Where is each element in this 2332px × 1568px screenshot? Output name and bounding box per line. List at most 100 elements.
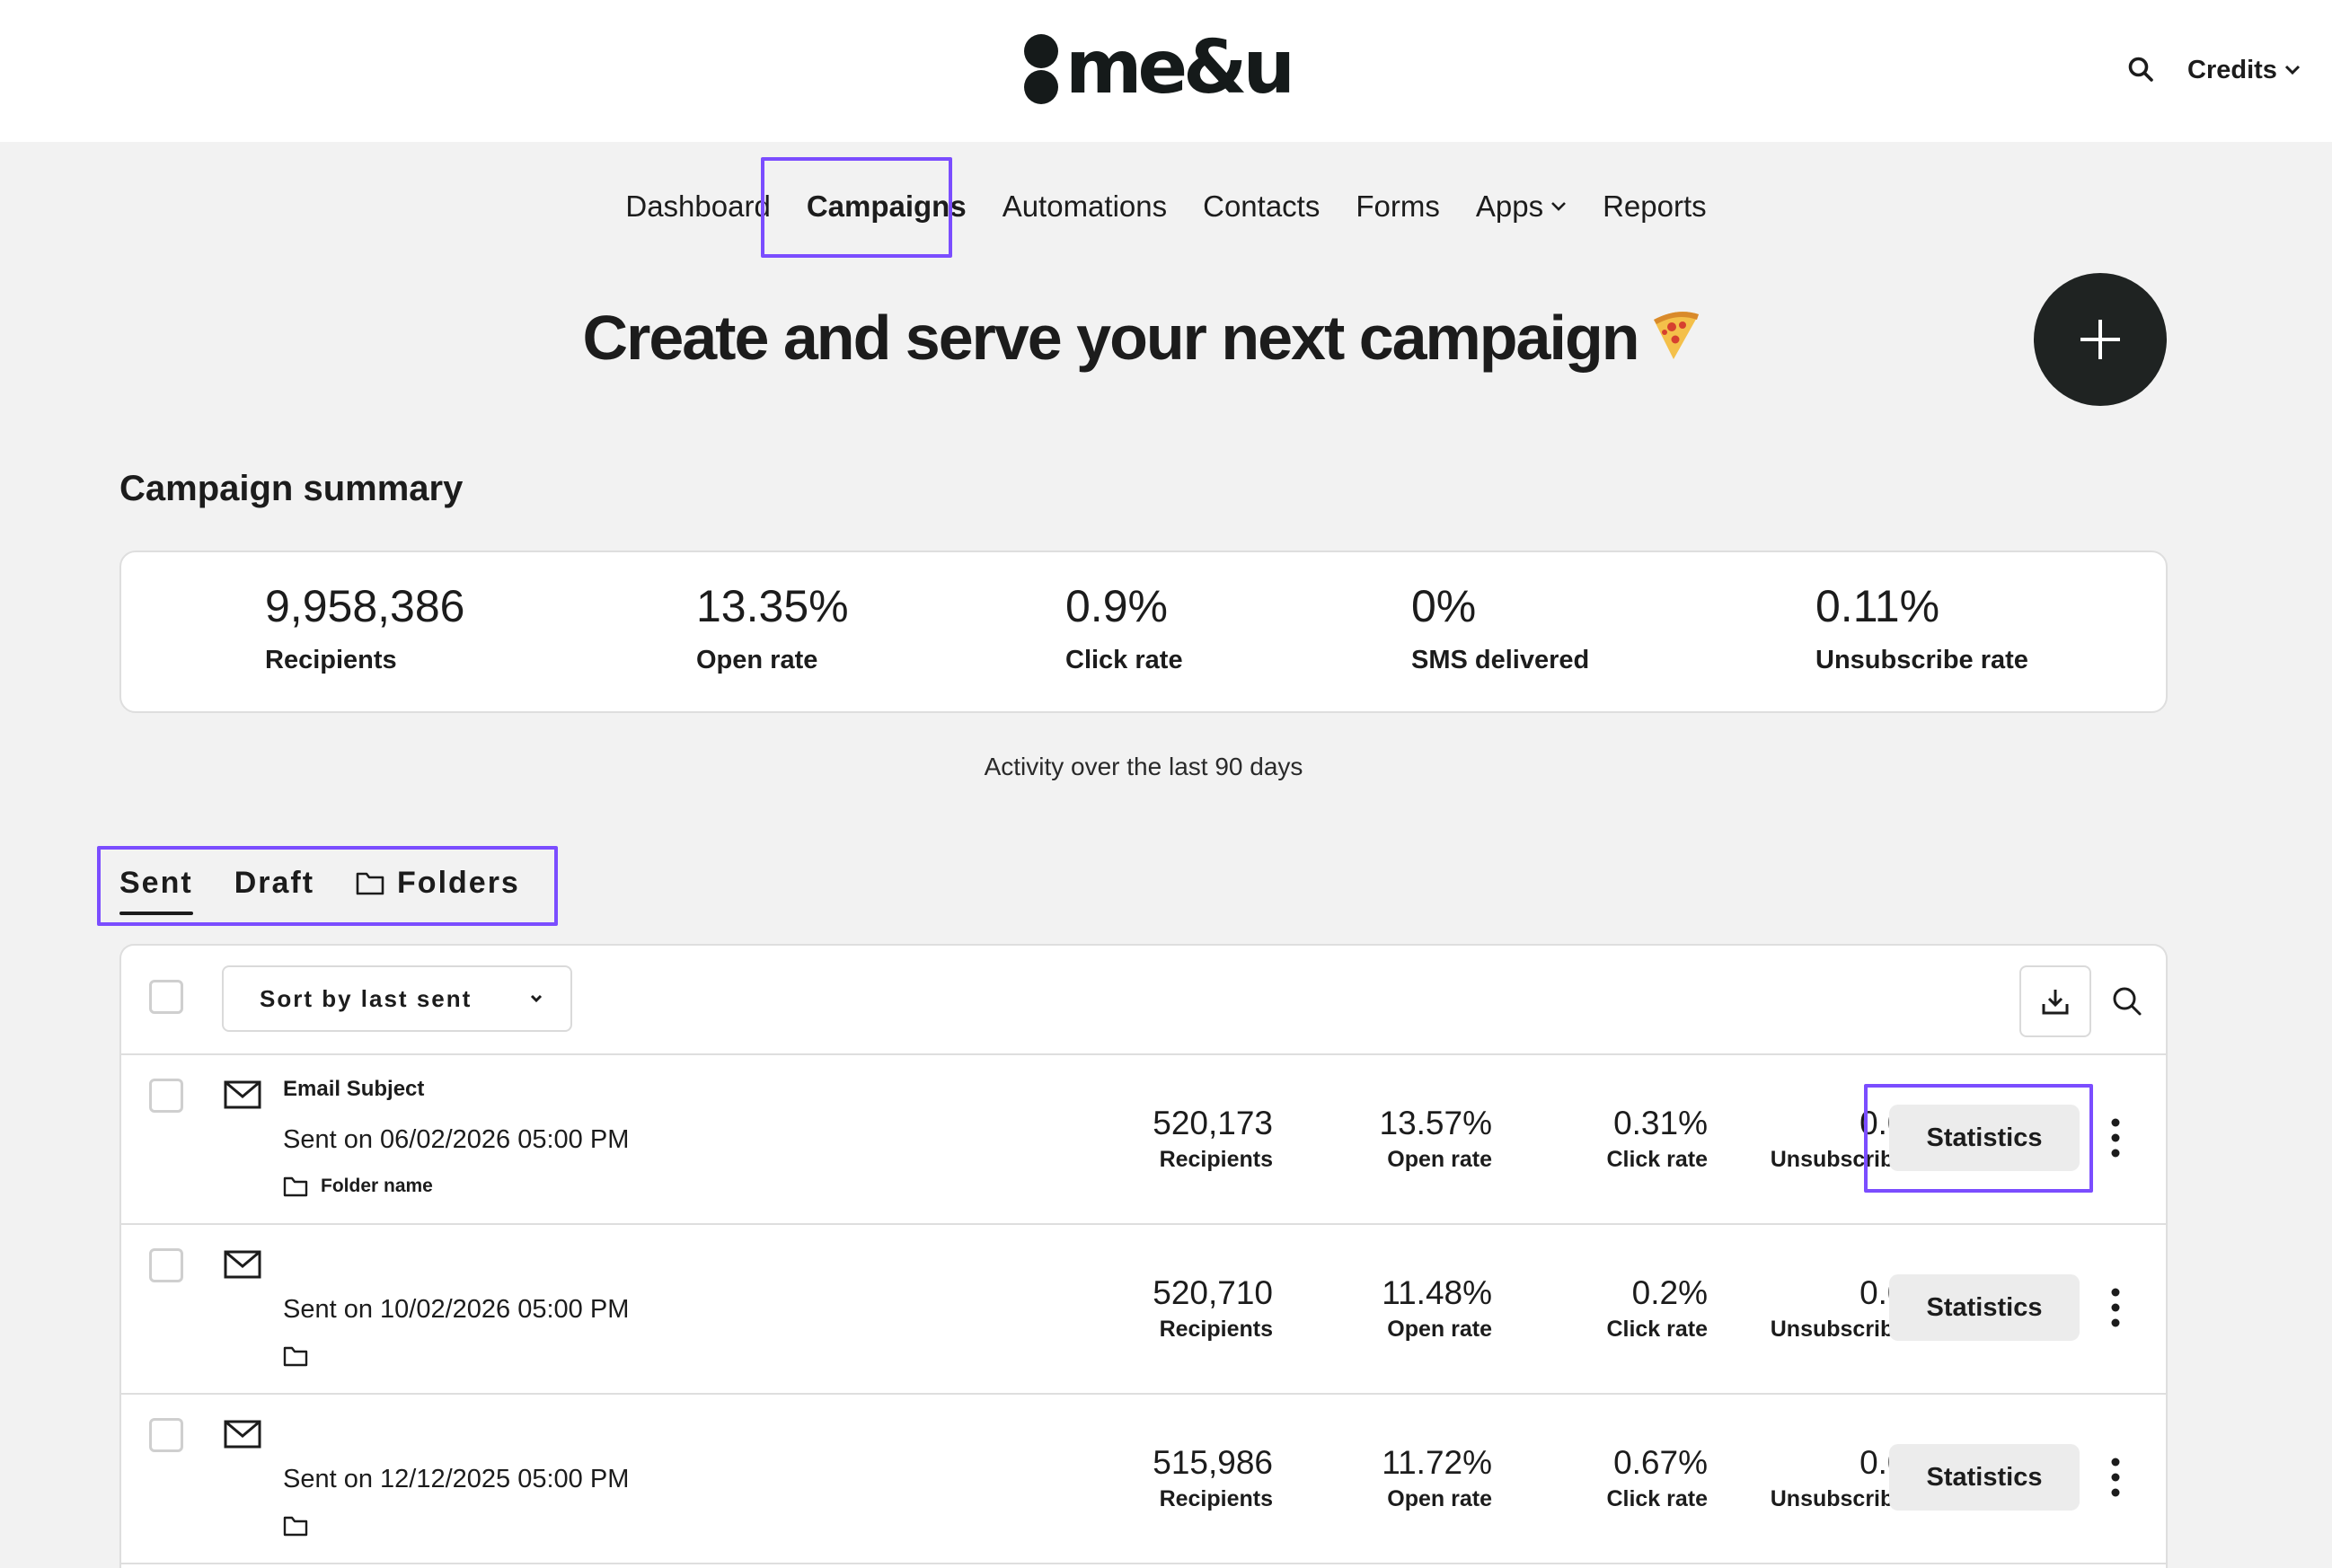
tab-folders[interactable]: Folders bbox=[356, 866, 520, 901]
row-click-rate: 0.67% Click rate bbox=[1501, 1443, 1708, 1512]
tab-draft[interactable]: Draft bbox=[234, 865, 315, 900]
mail-icon bbox=[224, 1250, 261, 1279]
metric-value: 0.31% bbox=[1613, 1105, 1708, 1141]
row-checkbox[interactable] bbox=[149, 1418, 183, 1452]
summary-stat-recipients: 9,958,386 Recipients bbox=[265, 579, 464, 675]
search-icon[interactable] bbox=[2127, 56, 2154, 83]
chevron-down-icon bbox=[1551, 202, 1566, 211]
tab-sent[interactable]: Sent bbox=[119, 865, 193, 915]
metric-label: Open rate bbox=[1387, 1317, 1492, 1342]
metric-label: Click rate bbox=[1606, 1486, 1708, 1511]
more-options-icon[interactable] bbox=[2107, 1116, 2124, 1159]
stat-value: 9,958,386 bbox=[265, 581, 465, 631]
stat-value: 13.35% bbox=[696, 581, 849, 631]
nav-forms[interactable]: Forms bbox=[1356, 189, 1440, 223]
metric-value: 11.72% bbox=[1382, 1444, 1492, 1481]
nav-automations[interactable]: Automations bbox=[1002, 189, 1168, 223]
metric-value: 520,710 bbox=[1153, 1274, 1273, 1311]
metric-value: 0.67% bbox=[1613, 1444, 1708, 1481]
nav-contacts[interactable]: Contacts bbox=[1203, 189, 1321, 223]
metric-label: Recipients bbox=[1159, 1317, 1273, 1342]
row-open-rate: 11.72% Open rate bbox=[1285, 1443, 1492, 1512]
stat-label: Unsubscribe rate bbox=[1815, 646, 2028, 674]
metric-label: Open rate bbox=[1387, 1486, 1492, 1511]
row-open-rate: 13.57% Open rate bbox=[1285, 1104, 1493, 1173]
sort-dropdown[interactable]: Sort by last sent bbox=[222, 965, 572, 1032]
mail-icon bbox=[224, 1420, 261, 1449]
row-recipients: 520,173 Recipients bbox=[1064, 1104, 1273, 1173]
email-subject: Email Subject bbox=[283, 1077, 425, 1101]
campaign-list: Sort by last sent Email Subject bbox=[119, 944, 2168, 1568]
folder-icon bbox=[283, 1346, 308, 1367]
stat-label: Click rate bbox=[1065, 646, 1183, 674]
statistics-button[interactable]: Statistics bbox=[1889, 1274, 2080, 1341]
stat-value: 0.9% bbox=[1065, 581, 1168, 631]
campaign-row[interactable]: Sent on 12/12/2025 05:00 PM 515,986 Reci… bbox=[121, 1395, 2166, 1564]
download-icon bbox=[2042, 990, 2069, 1015]
nav-reports[interactable]: Reports bbox=[1603, 189, 1707, 223]
row-folder: Folder name bbox=[283, 1176, 433, 1197]
metric-label: Open rate bbox=[1387, 1147, 1492, 1172]
metric-value: 11.48% bbox=[1382, 1274, 1492, 1311]
chevron-down-icon bbox=[530, 994, 543, 1003]
main-nav: Dashboard Campaigns Automations Contacts… bbox=[0, 187, 2332, 226]
select-all-checkbox[interactable] bbox=[149, 980, 183, 1014]
sort-label: Sort by last sent bbox=[260, 984, 473, 1012]
row-click-rate: 0.31% Click rate bbox=[1501, 1104, 1708, 1173]
logo-mark bbox=[1024, 29, 1060, 108]
metric-label: Recipients bbox=[1159, 1147, 1273, 1172]
nav-dashboard[interactable]: Dashboard bbox=[625, 189, 771, 223]
pizza-icon bbox=[1647, 305, 1704, 363]
more-options-icon[interactable] bbox=[2107, 1286, 2124, 1329]
sent-date: Sent on 06/02/2026 05:00 PM bbox=[283, 1125, 630, 1154]
campaign-row[interactable]: Email Subject Sent on 06/02/2026 05:00 P… bbox=[121, 1055, 2166, 1225]
row-recipients: 515,986 Recipients bbox=[1064, 1443, 1273, 1512]
statistics-button[interactable]: Statistics bbox=[1889, 1105, 2080, 1171]
row-checkbox[interactable] bbox=[149, 1248, 183, 1282]
folder-icon bbox=[356, 872, 384, 895]
stat-label: Recipients bbox=[265, 646, 397, 674]
credits-label: Credits bbox=[2187, 55, 2277, 84]
summary-stat-open-rate: 13.35% Open rate bbox=[696, 579, 849, 675]
summary-stat-unsubscribe-rate: 0.11% Unsubscribe rate bbox=[1815, 579, 2028, 675]
sent-date: Sent on 12/12/2025 05:00 PM bbox=[283, 1465, 630, 1493]
nav-campaigns[interactable]: Campaigns bbox=[806, 189, 967, 223]
nav-apps[interactable]: Apps bbox=[1458, 187, 1585, 226]
summary-stat-click-rate: 0.9% Click rate bbox=[1065, 579, 1183, 675]
summary-card: 9,958,386 Recipients 13.35% Open rate 0.… bbox=[119, 551, 2168, 713]
page-title-text: Create and serve your next campaign bbox=[582, 303, 1640, 373]
stat-value: 0.11% bbox=[1815, 581, 1940, 631]
folder-icon bbox=[283, 1176, 308, 1197]
list-toolbar: Sort by last sent bbox=[121, 946, 2166, 1055]
activity-note: Activity over the last 90 days bbox=[984, 753, 1303, 780]
row-open-rate: 11.48% Open rate bbox=[1285, 1273, 1492, 1343]
statistics-button[interactable]: Statistics bbox=[1889, 1444, 2080, 1511]
summary-stat-sms-delivered: 0% SMS delivered bbox=[1411, 579, 1589, 675]
row-checkbox[interactable] bbox=[149, 1079, 183, 1113]
stat-label: SMS delivered bbox=[1411, 646, 1590, 674]
logo-text: me&u bbox=[1065, 25, 1295, 110]
metric-label: Recipients bbox=[1159, 1486, 1273, 1511]
stat-label: Open rate bbox=[696, 646, 818, 674]
metric-label: Click rate bbox=[1606, 1147, 1708, 1172]
chevron-down-icon bbox=[2284, 65, 2300, 75]
list-search-icon[interactable] bbox=[2109, 983, 2145, 1019]
download-button[interactable] bbox=[2019, 965, 2091, 1037]
row-folder bbox=[283, 1345, 321, 1367]
metric-value: 520,173 bbox=[1153, 1105, 1273, 1141]
nav-apps-label: Apps bbox=[1475, 189, 1544, 223]
metric-value: 0.2% bbox=[1631, 1274, 1708, 1311]
logo[interactable]: me&u bbox=[1024, 25, 1295, 110]
plus-icon bbox=[2080, 320, 2120, 359]
tab-folders-label: Folders bbox=[397, 865, 520, 900]
create-campaign-button[interactable] bbox=[2034, 273, 2167, 406]
metric-label: Click rate bbox=[1606, 1317, 1708, 1342]
sent-date: Sent on 10/02/2026 05:00 PM bbox=[283, 1295, 630, 1324]
credits-dropdown[interactable]: Credits bbox=[2187, 52, 2301, 88]
stat-value: 0% bbox=[1411, 581, 1477, 631]
more-options-icon[interactable] bbox=[2107, 1456, 2124, 1499]
page-title: Create and serve your next campaign bbox=[0, 302, 2287, 374]
campaign-tabs: Sent Draft Folders bbox=[119, 860, 561, 915]
campaign-row[interactable]: Sent on 10/02/2026 05:00 PM 520,710 Reci… bbox=[121, 1225, 2166, 1395]
metric-value: 13.57% bbox=[1379, 1105, 1493, 1141]
